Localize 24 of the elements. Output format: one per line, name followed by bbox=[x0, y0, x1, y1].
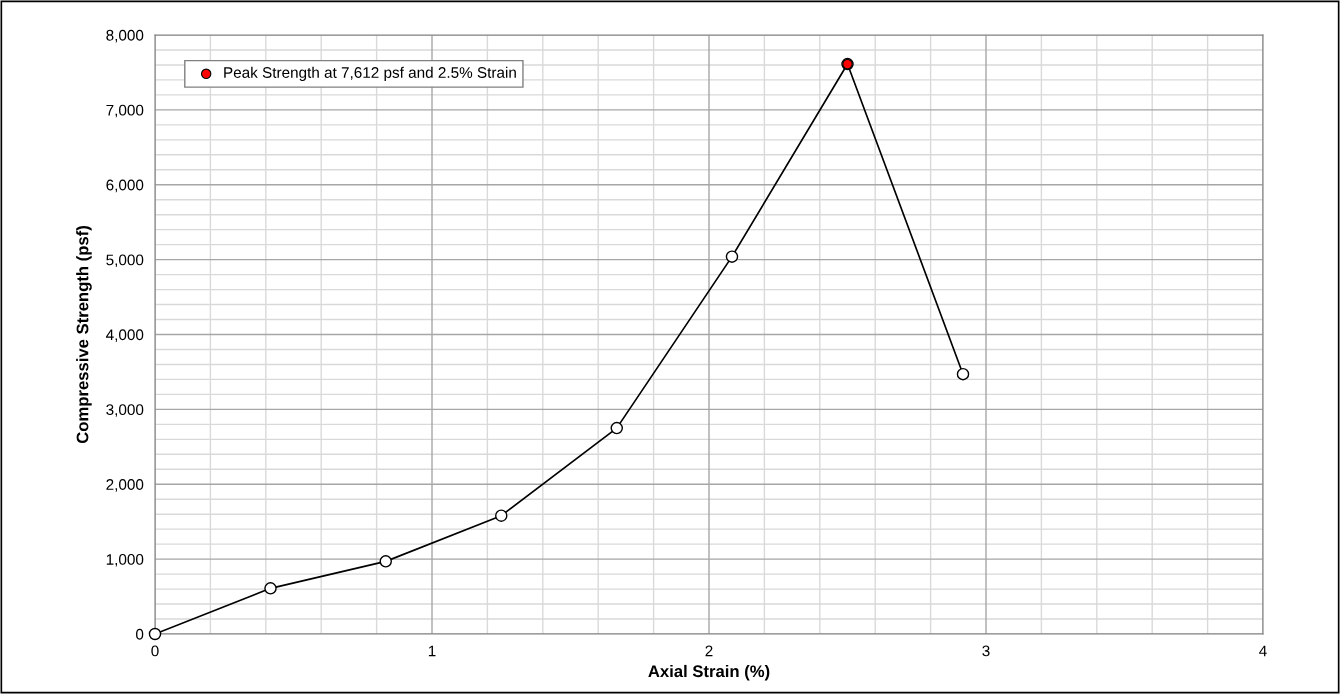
y-tick-label: 3,000 bbox=[106, 404, 144, 417]
x-tick-label: 0 bbox=[151, 645, 159, 657]
y-tick-label: 7,000 bbox=[106, 104, 144, 118]
point bbox=[494, 509, 508, 522]
x-axis-title: Axial Strain (%) bbox=[648, 664, 770, 681]
point bbox=[264, 582, 277, 595]
x-tick-label: 4 bbox=[1259, 645, 1267, 657]
x-tick-label: 2 bbox=[705, 645, 713, 657]
y-tick-label: 5,000 bbox=[106, 254, 144, 268]
y-tick-label: 4,000 bbox=[106, 329, 144, 342]
y-tick-label: 1,000 bbox=[106, 553, 144, 567]
y-tick-label: 0 bbox=[135, 628, 144, 640]
y-tick-label: 2,000 bbox=[106, 479, 144, 492]
point bbox=[725, 250, 739, 263]
x-tick-label: 3 bbox=[982, 645, 990, 657]
point bbox=[379, 555, 392, 568]
y-axis-title: Compressive Strength (psf) bbox=[76, 226, 92, 444]
x-tick-label: 1 bbox=[428, 645, 436, 657]
point bbox=[610, 421, 624, 435]
point bbox=[148, 627, 162, 641]
legend-label: Peak Strength at 7,612 psf and 2.5% Strain bbox=[224, 66, 516, 81]
y-tick-label: 8,000 bbox=[106, 29, 144, 43]
point bbox=[956, 367, 970, 381]
y-tick-label: 6,000 bbox=[106, 179, 144, 193]
